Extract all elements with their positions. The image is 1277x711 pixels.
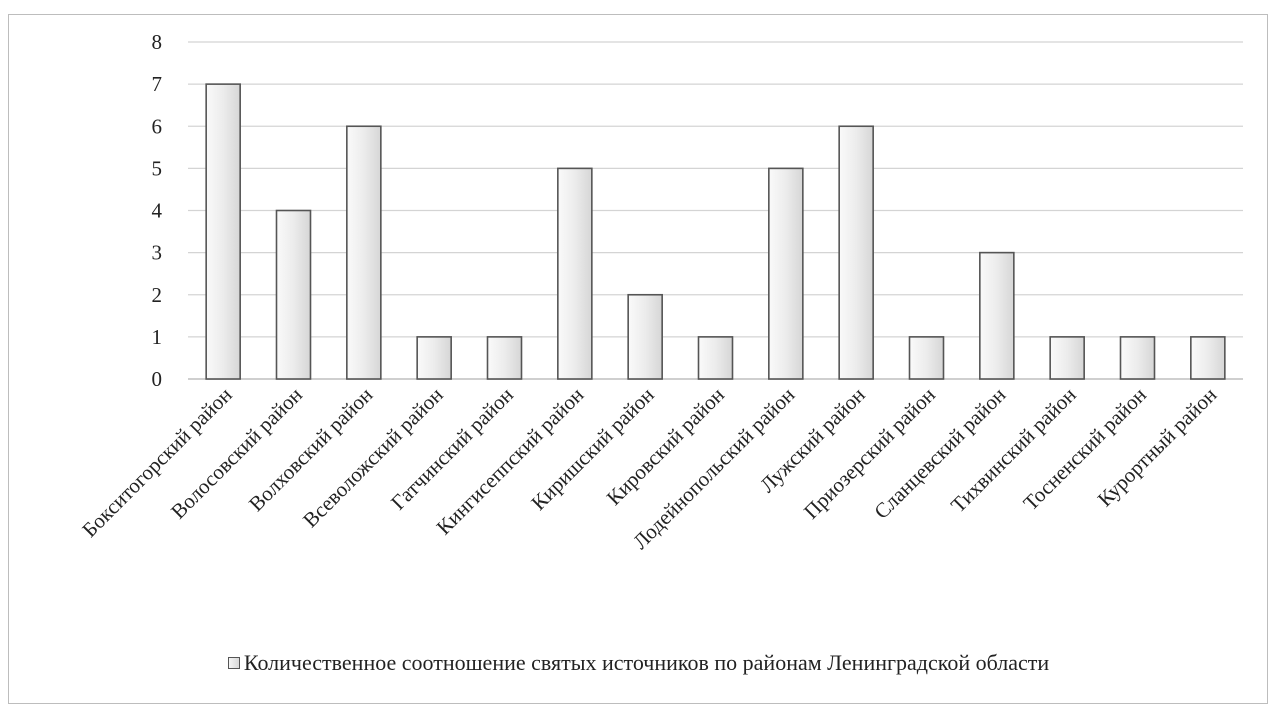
y-tick-label: 6	[152, 114, 163, 138]
x-category-label: Приозерский район	[799, 383, 940, 524]
x-category-label: Кировский район	[602, 383, 729, 510]
bar	[205, 83, 241, 380]
y-tick-label: 1	[152, 325, 163, 349]
bar	[908, 336, 945, 380]
x-category-label: Тосненский район	[1018, 383, 1151, 516]
y-tick-label: 8	[152, 30, 163, 54]
bar	[1190, 336, 1226, 380]
bar	[416, 336, 452, 380]
legend: Количественное соотношение святых источн…	[0, 650, 1277, 676]
x-category-label: Сланцевский район	[869, 383, 1010, 524]
x-category-label: Киришский район	[526, 383, 658, 515]
legend-swatch	[227, 657, 240, 669]
bar	[979, 251, 1015, 380]
bar	[838, 125, 874, 380]
legend-label: Количественное соотношение святых источн…	[243, 650, 1050, 675]
x-category-label: Гатчинский район	[386, 383, 518, 515]
bar	[1119, 336, 1156, 380]
y-tick-label: 3	[152, 241, 163, 265]
y-tick-label: 2	[152, 283, 163, 307]
y-tick-label: 7	[152, 72, 163, 96]
x-category-label: Волосовский район	[166, 383, 307, 524]
y-tick-label: 5	[152, 156, 163, 180]
y-tick-label: 4	[152, 199, 163, 223]
y-axis-ticks: 0 1 2 3 4 5 6 7 8	[152, 30, 163, 391]
bars	[205, 83, 1226, 380]
bar	[486, 336, 523, 380]
x-category-label: Тихвинский район	[946, 383, 1081, 518]
y-tick-label: 0	[152, 367, 163, 391]
bar	[275, 209, 312, 380]
bar	[557, 167, 593, 380]
x-category-label: Волховский район	[244, 383, 377, 516]
bar	[346, 125, 382, 380]
x-category-label: Курортный район	[1093, 383, 1222, 512]
bar	[1049, 336, 1085, 380]
bar	[768, 167, 804, 380]
bar	[697, 336, 734, 380]
bar	[627, 293, 663, 380]
